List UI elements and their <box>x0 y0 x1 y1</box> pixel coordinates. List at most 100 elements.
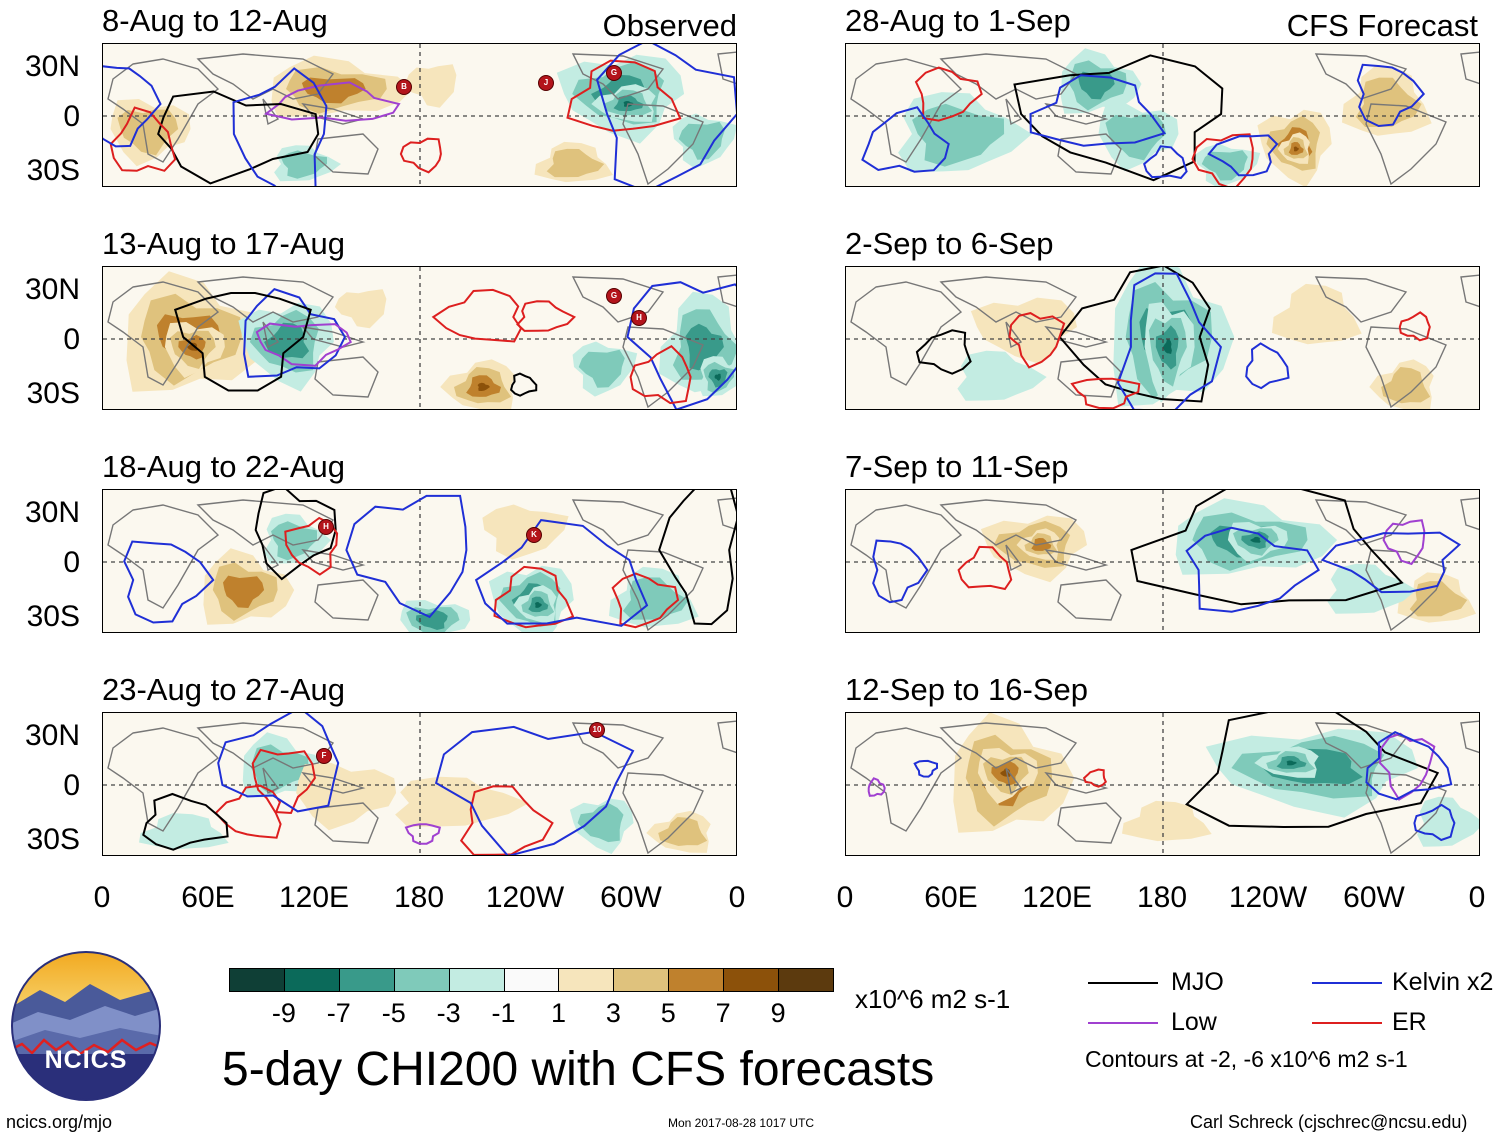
map-panel-forecast-3 <box>845 489 1480 633</box>
wave-contour <box>1365 730 1453 801</box>
storm-marker: H <box>318 519 334 535</box>
panel-title-fcst-1: 28-Aug to 1-Sep <box>845 3 1071 38</box>
coastline <box>107 727 220 832</box>
colorbar-swatch <box>393 968 450 992</box>
ncics-logo: NCICS <box>10 950 162 1102</box>
coastline <box>571 53 665 100</box>
storm-marker: B <box>396 79 412 95</box>
panel-title-fcst-3: 7-Sep to 11-Sep <box>845 449 1069 484</box>
wave-contour <box>254 490 337 581</box>
map-canvas <box>846 713 1479 855</box>
wave-contour <box>1356 63 1426 128</box>
negative-anomaly-area <box>534 602 542 608</box>
wave-contour <box>1185 526 1320 613</box>
coastline <box>939 276 1078 323</box>
negative-anomaly-area <box>1286 760 1297 766</box>
negative-anomaly-area <box>1250 536 1261 543</box>
colorbar-tick-label: 5 <box>660 998 676 1028</box>
panel-title-obs-3: 18-Aug to 22-Aug <box>102 449 346 484</box>
wave-contour <box>404 823 441 845</box>
footer-url: ncics.org/mjo <box>6 1112 113 1132</box>
wave-contour <box>1008 312 1066 369</box>
wave-contour <box>399 137 442 174</box>
wave-contour <box>1191 133 1254 186</box>
coastline <box>622 772 704 855</box>
coastline <box>1460 497 1479 531</box>
wave-contour <box>566 59 682 132</box>
lon-label-120e: 120E <box>278 881 350 914</box>
coastline <box>1005 767 1023 795</box>
coastline <box>1460 274 1479 308</box>
coastline <box>622 549 704 632</box>
negative-anomaly-area <box>1105 114 1167 161</box>
coastline <box>1314 53 1408 100</box>
colorbar-tick-label: -9 <box>271 998 296 1028</box>
wave-contour <box>459 785 554 855</box>
colorbar-swatch <box>613 968 670 992</box>
wave-contour <box>509 372 538 397</box>
positive-anomaly-area <box>970 297 1077 365</box>
wave-contour <box>1116 272 1223 409</box>
lat-label-30s: 30S <box>26 377 80 410</box>
positive-anomaly-area <box>482 504 569 560</box>
positive-anomaly-area <box>546 148 605 178</box>
lon-label-120w: 120W <box>1228 881 1308 914</box>
positive-anomaly-area <box>1272 283 1362 345</box>
colorbar-tick-label: 1 <box>550 998 566 1028</box>
negative-anomaly-area <box>1327 563 1417 614</box>
colorbar-tick-label: -7 <box>326 998 351 1028</box>
wave-contour <box>1130 490 1404 606</box>
lon-label-60e: 60E <box>181 881 235 914</box>
colorbar-swatch <box>668 968 725 992</box>
wave-contour <box>493 565 575 629</box>
lat-label-30n: 30N <box>24 273 80 306</box>
colorbar-tick-label: -1 <box>491 998 516 1028</box>
wave-contour <box>1378 732 1436 801</box>
coastline <box>314 802 379 844</box>
positive-anomaly-area <box>404 64 457 108</box>
legend-label-mjo: MJO <box>1171 968 1224 996</box>
coastline <box>107 58 220 163</box>
negative-anomaly-area <box>264 322 310 359</box>
coastline <box>850 727 963 832</box>
map-panel-forecast-1 <box>845 43 1480 187</box>
positive-anomaly-area <box>334 289 387 329</box>
wave-contour <box>251 748 316 815</box>
anomaly-fills <box>953 713 1479 847</box>
wave-contour <box>626 281 736 409</box>
storm-marker: F <box>316 748 332 764</box>
map-canvas <box>846 44 1479 186</box>
anomaly-fills <box>980 498 1476 623</box>
coastline <box>939 722 1078 769</box>
coastline <box>1365 772 1447 855</box>
negative-anomaly-area <box>957 350 1047 401</box>
coastline <box>1365 326 1447 409</box>
lon-label-60w: 60W <box>600 881 662 914</box>
wave-contour <box>1013 54 1224 182</box>
coastline <box>314 356 379 398</box>
legend-label-kelvin: Kelvin x2 <box>1392 968 1494 996</box>
wave-contour <box>914 66 983 122</box>
panel-title-fcst-2: 2-Sep to 6-Sep <box>845 226 1054 261</box>
wave-contour <box>431 288 523 343</box>
wave-contour <box>867 777 886 797</box>
coastline <box>1005 321 1023 349</box>
legend-label-low: Low <box>1171 1008 1217 1036</box>
colorbar-tick-label: 3 <box>605 998 621 1028</box>
panel-title-obs-1: 8-Aug to 12-Aug <box>102 3 328 38</box>
coastline <box>939 53 1078 100</box>
footer-author: Carl Schreck (cjschrec@ncsu.edu) <box>1190 1112 1468 1132</box>
positive-anomaly-area <box>223 575 265 608</box>
observed-label: Observed <box>602 8 737 43</box>
wave-contour <box>861 106 950 173</box>
colorbar-swatch <box>778 968 834 992</box>
negative-anomaly-area <box>714 373 721 381</box>
legend-line-er <box>1312 1022 1382 1024</box>
wave-contour <box>217 713 340 813</box>
wave-contour <box>142 792 229 851</box>
lat-label-eq: 0 <box>63 323 80 356</box>
wave-contour <box>157 90 320 185</box>
colorbar-swatch <box>448 968 505 992</box>
